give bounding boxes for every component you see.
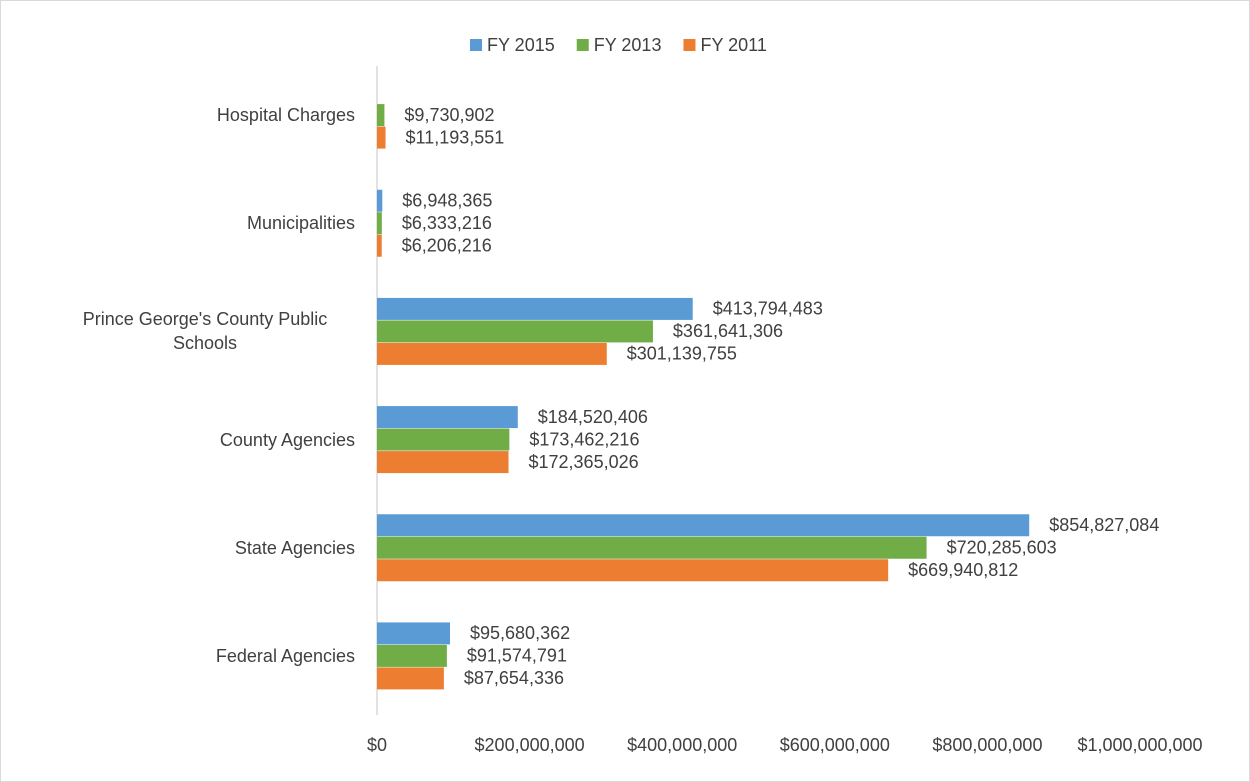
bar: [377, 406, 518, 429]
category-label-box: State Agencies: [20, 518, 355, 578]
y-tick-label: State Agencies: [234, 537, 355, 558]
x-tick-label: $0: [367, 735, 387, 755]
x-tick-label: $400,000,000: [627, 735, 737, 755]
data-label: $87,654,336: [464, 668, 564, 688]
data-label: $184,520,406: [538, 407, 648, 427]
y-tick-label: Hospital Charges: [216, 105, 355, 126]
bar: [377, 514, 1030, 537]
bar: [377, 320, 653, 343]
y-tick-label: County Agencies: [219, 429, 355, 450]
data-label: $361,641,306: [673, 321, 783, 341]
legend-swatch: [470, 39, 482, 51]
bar: [377, 234, 382, 257]
bar: [377, 189, 383, 212]
bar: [377, 212, 382, 235]
bar: [377, 644, 447, 667]
y-tick-label: Municipalities: [246, 213, 355, 234]
category-label-box: Hospital Charges: [20, 85, 355, 145]
bar: [377, 667, 444, 690]
x-tick-label: $600,000,000: [780, 735, 890, 755]
data-label: $413,794,483: [713, 299, 823, 319]
bar: [377, 559, 889, 582]
bar: [377, 104, 385, 127]
legend-label: FY 2011: [700, 35, 766, 55]
legend-swatch: [683, 39, 696, 51]
data-label: $91,574,791: [467, 646, 567, 666]
data-label: $669,940,812: [908, 560, 1018, 580]
category-label-box: County Agencies: [20, 410, 355, 470]
bar: [377, 342, 607, 365]
bar: [377, 428, 510, 451]
category-label-box: Prince George's County Public Schools: [20, 301, 355, 361]
legend-swatch: [576, 39, 589, 51]
x-tick-label: $1,000,000,000: [1077, 735, 1202, 755]
legend-label: FY 2013: [594, 35, 662, 55]
bar: [377, 451, 509, 474]
data-label: $9,730,902: [404, 105, 494, 125]
bar: [377, 536, 927, 559]
y-tick-label: Federal Agencies: [215, 645, 355, 666]
data-label: $6,206,216: [402, 236, 492, 256]
data-label: $95,680,362: [470, 623, 570, 643]
x-tick-label: $200,000,000: [475, 735, 585, 755]
x-tick-label: $800,000,000: [932, 735, 1042, 755]
data-label: $172,365,026: [529, 452, 639, 472]
data-label: $720,285,603: [947, 538, 1057, 558]
category-label-box: Federal Agencies: [20, 626, 355, 686]
data-label: $854,827,084: [1049, 515, 1159, 535]
legend-label: FY 2015: [487, 35, 555, 55]
bar: [377, 622, 451, 645]
data-label: $11,193,551: [406, 127, 505, 147]
data-label: $173,462,216: [529, 429, 639, 449]
data-label: $6,333,216: [402, 213, 492, 233]
y-tick-label: Prince George's County Public Schools: [82, 309, 328, 354]
category-label-box: Municipalities: [20, 193, 355, 253]
data-label: $6,948,365: [402, 191, 492, 211]
bar: [377, 297, 693, 320]
bar: [377, 126, 386, 149]
data-label: $301,139,755: [627, 344, 737, 364]
